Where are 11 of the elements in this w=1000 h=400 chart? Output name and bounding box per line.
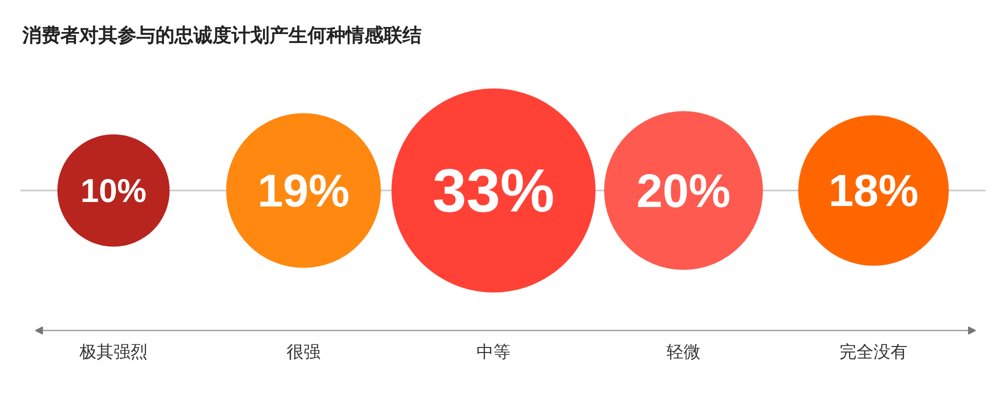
data-label: 20% — [636, 164, 731, 217]
text: 消费者对其参与的忠诚度计划产生何种情感联结 — [22, 24, 422, 46]
data-label: 10% — [80, 172, 147, 209]
data-label: 18% — [828, 165, 919, 216]
category-label: 中等 — [476, 342, 510, 362]
data-label: 33% — [432, 156, 555, 224]
category-label: 轻微 — [666, 342, 700, 362]
category-label: 极其强烈 — [78, 342, 148, 362]
category-label: 完全没有 — [840, 342, 908, 362]
data-label: 19% — [257, 164, 350, 216]
category-label: 很强 — [286, 342, 320, 362]
